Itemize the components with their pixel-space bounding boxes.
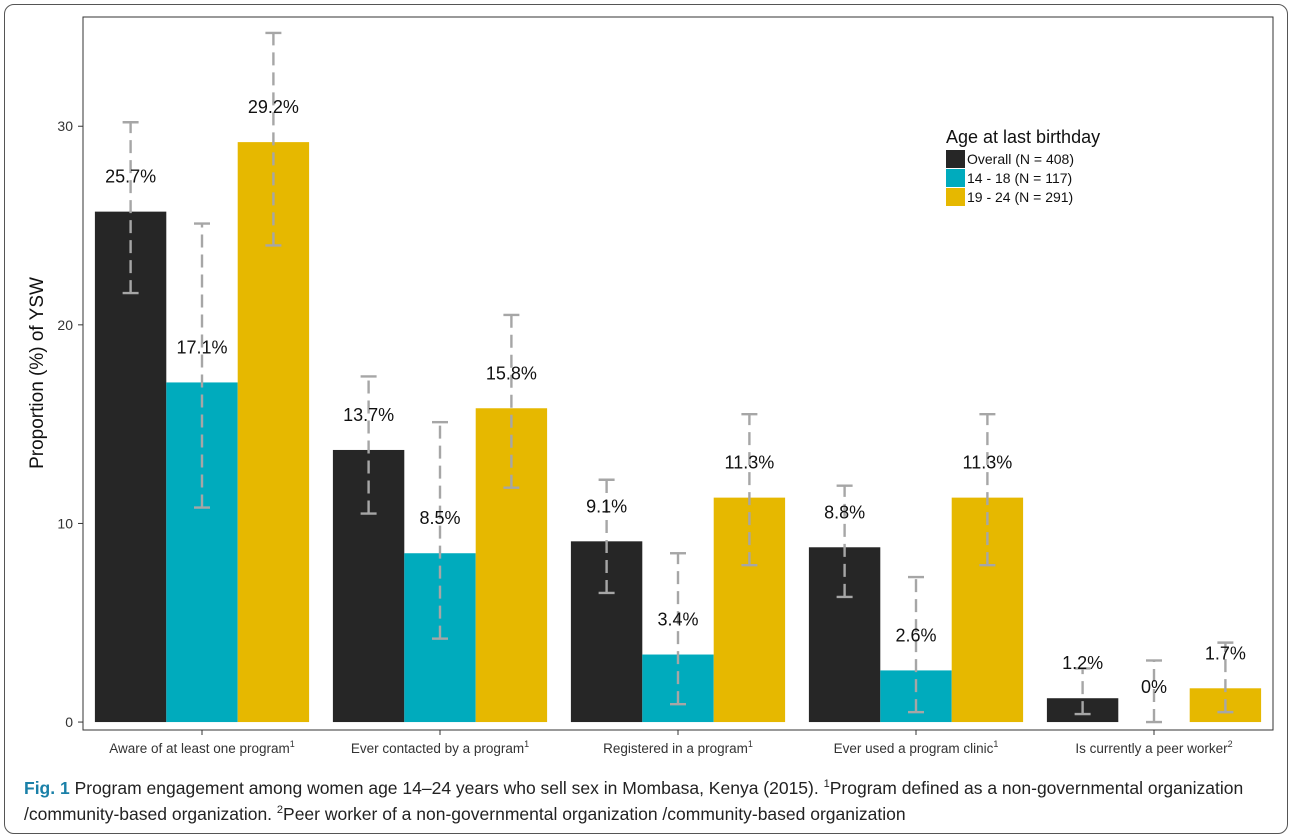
data-label: 25.7%	[105, 167, 156, 187]
data-label: 3.4%	[657, 610, 698, 630]
figure-caption: Fig. 1 Program engagement among women ag…	[24, 775, 1274, 827]
legend-label: 19 - 24 (N = 291)	[967, 189, 1073, 205]
x-tick-label-superscript: 2	[1228, 739, 1233, 749]
caption-text-2: Program defined as a non-governmental or…	[24, 778, 1244, 824]
x-tick-label: Ever used a program clinic1	[834, 739, 999, 756]
x-tick-label-superscript: 1	[993, 739, 998, 749]
bar	[166, 382, 238, 723]
data-label: 9.1%	[586, 496, 627, 516]
legend-label: Overall (N = 408)	[967, 151, 1074, 167]
bar	[713, 497, 786, 723]
x-tick-label: Ever contacted by a program1	[351, 739, 529, 756]
bar	[332, 449, 405, 723]
x-tick-label: Is currently a peer worker2	[1075, 739, 1232, 756]
bar	[642, 654, 714, 723]
data-label: 1.7%	[1205, 643, 1246, 663]
bar-chart: 25.7%17.1%29.2%13.7%8.5%15.8%9.1%3.4%11.…	[27, 16, 1274, 756]
legend: Age at last birthday Overall (N = 408) 14 …	[946, 127, 1100, 206]
legend-swatch	[946, 150, 965, 168]
error-bars-layer	[122, 31, 1234, 724]
data-label: 11.3%	[963, 453, 1013, 473]
x-axis: Aware of at least one program1 Ever conta…	[109, 730, 1233, 756]
caption-text-3: Peer worker of a non-governmental organi…	[283, 804, 906, 824]
bar	[951, 497, 1024, 723]
data-label: 13.7%	[343, 405, 394, 425]
data-label: 15.8%	[486, 363, 537, 383]
caption-sup-2: 2	[276, 804, 284, 817]
data-label: 2.6%	[895, 625, 936, 645]
legend-swatch	[946, 188, 965, 206]
caption-fig-label: Fig. 1	[24, 778, 70, 798]
legend-title: Age at last birthday	[946, 127, 1100, 147]
bar	[237, 142, 310, 723]
bar	[880, 670, 952, 723]
data-label: 1.2%	[1062, 653, 1103, 673]
data-label: 17.1%	[176, 337, 227, 357]
y-tick-label: 30	[57, 118, 73, 134]
y-axis-title: Proportion (%) of YSW	[27, 277, 48, 469]
caption-text-1: Program engagement among women age 14–24…	[69, 778, 824, 798]
data-label: 8.5%	[419, 508, 460, 528]
data-label: 11.3%	[725, 453, 775, 473]
y-tick-label: 20	[57, 317, 73, 333]
legend-label: 14 - 18 (N = 117)	[967, 170, 1072, 186]
legend-swatch	[946, 169, 965, 187]
data-label: 29.2%	[248, 97, 299, 117]
x-tick-label-superscript: 1	[748, 739, 753, 749]
x-tick-label: Registered in a program1	[603, 739, 753, 756]
y-tick-label: 10	[57, 515, 73, 531]
value-labels-layer: 25.7% 17.1% 29.2% 13.7% 8.5% 15.8% 9.1% 3.4% 11.…	[105, 97, 1246, 697]
x-tick-label-superscript: 1	[524, 739, 529, 749]
y-tick-label: 0	[65, 714, 73, 730]
caption-sup-1: 1	[823, 778, 830, 791]
data-label: 8.8%	[824, 502, 865, 522]
figure-frame	[4, 4, 1288, 834]
data-label: 0%	[1141, 677, 1167, 697]
x-tick-label-superscript: 1	[290, 739, 295, 749]
x-tick-label: Aware of at least one program1	[109, 739, 295, 756]
bars-layer	[94, 142, 1262, 723]
y-axis: 0 10 20 30	[57, 118, 83, 730]
bar	[94, 211, 167, 723]
